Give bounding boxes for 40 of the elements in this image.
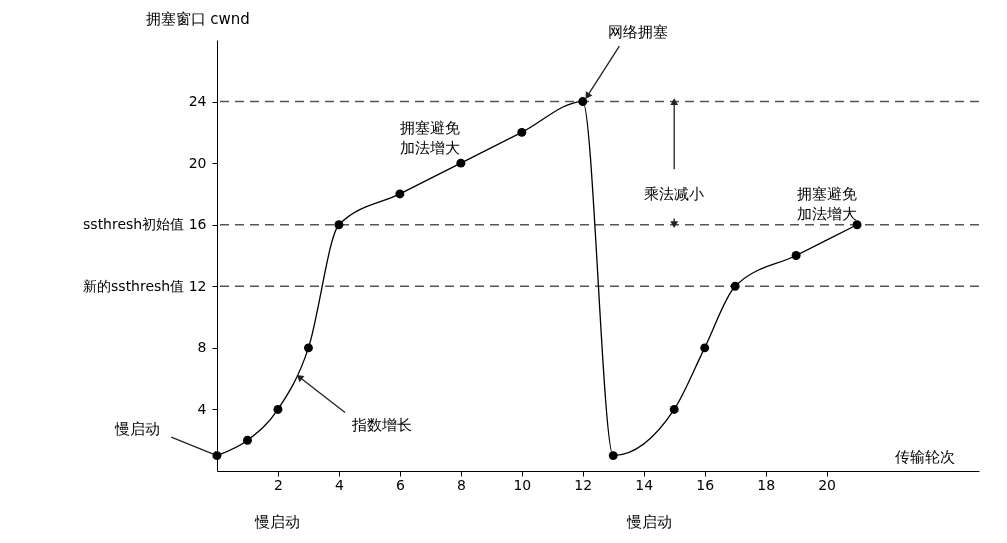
point [608,451,618,461]
x-tick-label: 6 [395,476,405,493]
x-tick-label: 20 [818,476,837,493]
x-tick-label: 18 [757,476,776,493]
point [273,404,283,414]
y-tick-label: 20 [188,154,207,171]
y-tick-label: 24 [188,93,207,110]
x-tick-label: 8 [456,476,466,493]
point [243,435,252,445]
x-tick-label: 4 [334,476,344,493]
x-tick-label: 12 [574,476,593,493]
y-tick-label: 新的ssthresh值 12 [83,277,207,294]
text: 慢启动 [254,512,301,531]
point [334,220,344,230]
point [700,343,710,353]
y-tick-label: ssthresh初始值 16 [83,216,207,233]
y-axis-title: 拥塞窗口 cwnd [145,9,250,28]
annotation: 拥塞避免加法增大 [796,184,857,223]
point [791,251,801,260]
text: 慢启动 [626,512,673,531]
point [578,97,588,107]
x-tick-label: 16 [696,476,715,493]
point [395,189,405,199]
x-tick-label: 10 [513,476,532,493]
point [456,158,466,168]
annotation: 网络拥塞 [607,23,668,42]
point [669,404,679,414]
annotation: 指数增长 [350,415,412,434]
point [730,281,740,291]
x-tick-label: 14 [635,476,654,493]
annotation: 乘法减小 [644,184,705,203]
x-axis-title: 传输轮次 [894,447,955,466]
annotation: 拥塞避免加法增大 [400,118,461,157]
point [852,220,862,230]
y-tick-label: 4 [197,400,207,417]
x-tick-label: 2 [274,476,283,493]
point [517,127,527,137]
y-tick-label: 8 [197,339,207,356]
annotation: 慢启动 [114,420,161,439]
point [303,343,313,353]
